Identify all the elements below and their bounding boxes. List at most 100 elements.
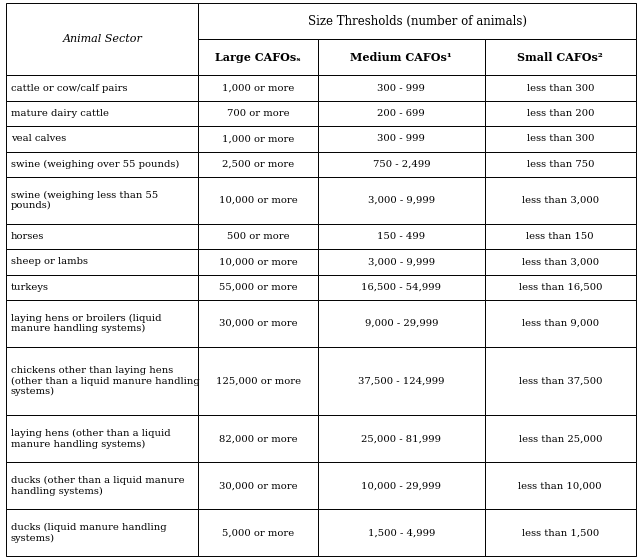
Text: less than 200: less than 200 xyxy=(527,109,594,118)
Text: less than 750: less than 750 xyxy=(527,160,594,169)
Bar xyxy=(6,274,198,300)
Text: Large CAFOsₛ: Large CAFOsₛ xyxy=(215,52,301,63)
Bar xyxy=(198,347,318,415)
Text: veal calves: veal calves xyxy=(11,134,66,144)
Bar xyxy=(318,274,485,300)
Text: less than 9,000: less than 9,000 xyxy=(521,319,599,328)
Text: Animal Sector: Animal Sector xyxy=(63,34,142,44)
Bar xyxy=(6,101,198,126)
Bar xyxy=(198,39,318,75)
Text: swine (weighing less than 55
pounds): swine (weighing less than 55 pounds) xyxy=(11,191,158,210)
Bar xyxy=(318,101,485,126)
Bar xyxy=(6,415,198,462)
Text: less than 300: less than 300 xyxy=(527,84,594,93)
Bar xyxy=(198,300,318,347)
Text: mature dairy cattle: mature dairy cattle xyxy=(11,109,109,118)
Bar xyxy=(6,509,198,556)
Bar xyxy=(485,126,636,151)
Bar xyxy=(485,224,636,249)
Bar xyxy=(485,415,636,462)
Text: ducks (other than a liquid manure
handling systems): ducks (other than a liquid manure handli… xyxy=(11,476,185,496)
Text: 200 - 699: 200 - 699 xyxy=(378,109,425,118)
Text: less than 10,000: less than 10,000 xyxy=(518,481,602,490)
Bar xyxy=(318,151,485,177)
Text: 1,500 - 4,999: 1,500 - 4,999 xyxy=(367,528,435,537)
Text: 150 - 499: 150 - 499 xyxy=(377,232,426,241)
Text: swine (weighing over 55 pounds): swine (weighing over 55 pounds) xyxy=(11,160,179,169)
Text: 30,000 or more: 30,000 or more xyxy=(219,319,298,328)
Bar xyxy=(318,509,485,556)
Bar xyxy=(485,462,636,509)
Bar xyxy=(6,347,198,415)
Text: 750 - 2,499: 750 - 2,499 xyxy=(373,160,430,169)
Text: 1,000 or more: 1,000 or more xyxy=(222,134,295,144)
Text: 125,000 or more: 125,000 or more xyxy=(215,377,301,386)
Bar xyxy=(318,462,485,509)
Text: 10,000 - 29,999: 10,000 - 29,999 xyxy=(361,481,442,490)
Text: 1,000 or more: 1,000 or more xyxy=(222,84,295,93)
Bar xyxy=(485,274,636,300)
Bar xyxy=(318,126,485,151)
Bar xyxy=(318,249,485,274)
Bar xyxy=(198,101,318,126)
Bar xyxy=(198,415,318,462)
Bar xyxy=(6,249,198,274)
Text: 82,000 or more: 82,000 or more xyxy=(219,434,298,443)
Bar xyxy=(6,462,198,509)
Bar xyxy=(198,224,318,249)
Bar xyxy=(485,101,636,126)
Text: 300 - 999: 300 - 999 xyxy=(378,84,426,93)
Text: less than 25,000: less than 25,000 xyxy=(518,434,602,443)
Bar xyxy=(6,126,198,151)
Text: 3,000 - 9,999: 3,000 - 9,999 xyxy=(368,258,435,267)
Text: less than 150: less than 150 xyxy=(527,232,594,241)
Bar xyxy=(485,300,636,347)
Text: 37,500 - 124,999: 37,500 - 124,999 xyxy=(358,377,445,386)
Text: ducks (liquid manure handling
systems): ducks (liquid manure handling systems) xyxy=(11,523,167,543)
Bar xyxy=(318,39,485,75)
Bar xyxy=(198,462,318,509)
Bar xyxy=(318,177,485,224)
Text: laying hens (other than a liquid
manure handling systems): laying hens (other than a liquid manure … xyxy=(11,429,171,449)
Bar xyxy=(485,151,636,177)
Text: 16,500 - 54,999: 16,500 - 54,999 xyxy=(361,283,442,292)
Text: less than 1,500: less than 1,500 xyxy=(521,528,599,537)
Text: cattle or cow/calf pairs: cattle or cow/calf pairs xyxy=(11,84,127,93)
Text: 9,000 - 29,999: 9,000 - 29,999 xyxy=(365,319,438,328)
Text: 700 or more: 700 or more xyxy=(227,109,289,118)
Bar xyxy=(198,274,318,300)
Bar xyxy=(6,151,198,177)
Bar xyxy=(6,224,198,249)
Text: 55,000 or more: 55,000 or more xyxy=(219,283,298,292)
Bar xyxy=(485,509,636,556)
Text: less than 16,500: less than 16,500 xyxy=(518,283,602,292)
Bar xyxy=(318,75,485,101)
Text: 5,000 or more: 5,000 or more xyxy=(222,528,295,537)
Text: chickens other than laying hens
(other than a liquid manure handling
systems): chickens other than laying hens (other t… xyxy=(11,366,199,396)
Text: less than 3,000: less than 3,000 xyxy=(521,258,599,267)
Bar xyxy=(198,177,318,224)
Text: 2,500 or more: 2,500 or more xyxy=(222,160,295,169)
Bar xyxy=(318,415,485,462)
Bar xyxy=(318,347,485,415)
Bar xyxy=(198,75,318,101)
Text: laying hens or broilers (liquid
manure handling systems): laying hens or broilers (liquid manure h… xyxy=(11,314,162,333)
Text: Size Thresholds (number of animals): Size Thresholds (number of animals) xyxy=(307,15,527,27)
Text: 10,000 or more: 10,000 or more xyxy=(219,196,298,205)
Bar xyxy=(198,151,318,177)
Bar xyxy=(318,300,485,347)
Bar xyxy=(485,177,636,224)
Bar xyxy=(6,177,198,224)
Text: less than 300: less than 300 xyxy=(527,134,594,144)
Bar xyxy=(485,347,636,415)
Bar xyxy=(198,249,318,274)
Bar xyxy=(198,3,636,39)
Bar xyxy=(485,75,636,101)
Text: 3,000 - 9,999: 3,000 - 9,999 xyxy=(368,196,435,205)
Text: 25,000 - 81,999: 25,000 - 81,999 xyxy=(361,434,442,443)
Text: less than 37,500: less than 37,500 xyxy=(518,377,602,386)
Text: 300 - 999: 300 - 999 xyxy=(378,134,426,144)
Bar xyxy=(6,300,198,347)
Text: less than 3,000: less than 3,000 xyxy=(521,196,599,205)
Bar xyxy=(198,509,318,556)
